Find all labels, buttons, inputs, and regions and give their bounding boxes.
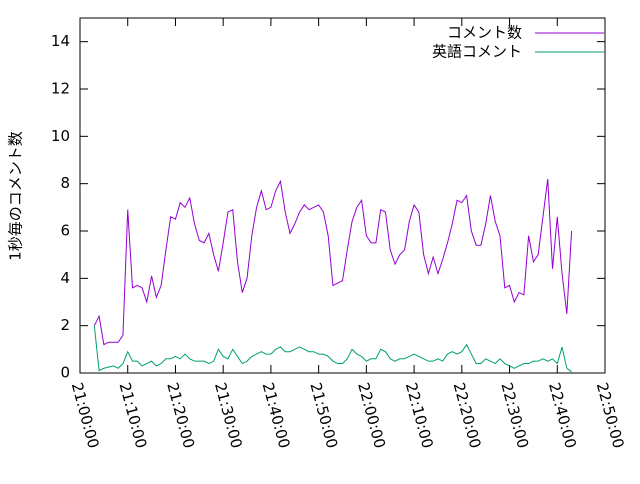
y-axis-label: 1秒毎のコメント数 bbox=[7, 131, 25, 261]
y-tick-label: 14 bbox=[51, 32, 70, 50]
plot-frame bbox=[79, 17, 606, 374]
legend-label: コメント数 bbox=[447, 24, 522, 42]
y-tick-label: 6 bbox=[60, 222, 70, 240]
legend-label: 英語コメント bbox=[432, 43, 522, 61]
y-tick-label: 2 bbox=[60, 316, 70, 334]
series-line bbox=[93, 325, 572, 373]
y-tick-label: 0 bbox=[60, 364, 70, 382]
series-line bbox=[93, 178, 573, 346]
y-tick-label: 12 bbox=[51, 80, 70, 98]
y-tick-label: 4 bbox=[60, 269, 70, 287]
y-tick-label: 10 bbox=[51, 127, 70, 145]
y-tick-label: 8 bbox=[60, 174, 70, 192]
